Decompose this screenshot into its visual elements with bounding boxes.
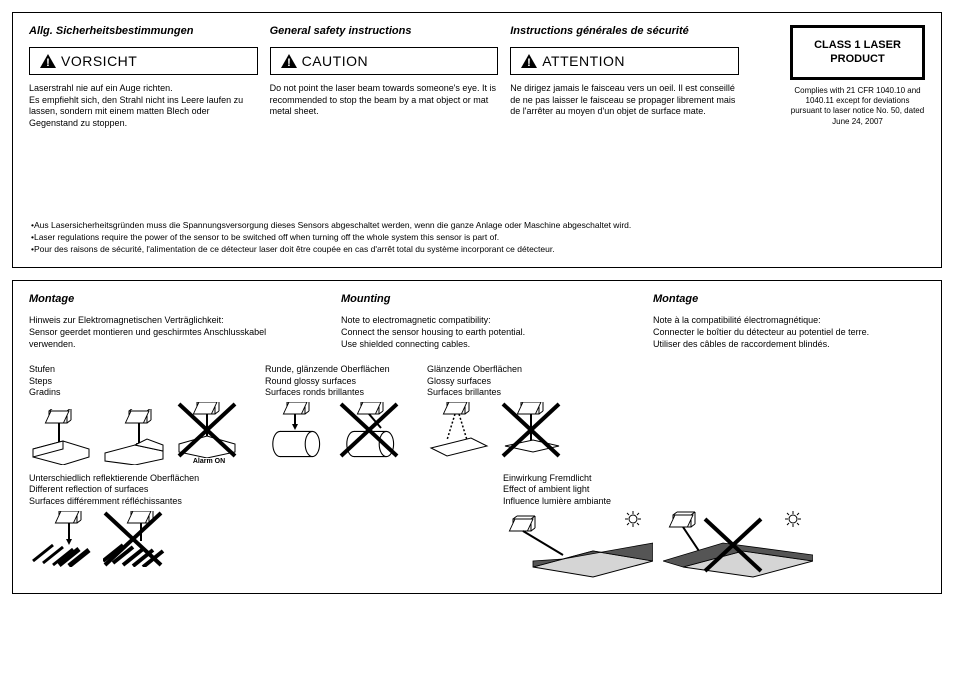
- warning-icon: [281, 54, 297, 68]
- text-de: Laserstrahl nie auf ein Auge richten. Es…: [29, 83, 258, 130]
- warn-label-de: VORSICHT: [61, 53, 137, 69]
- warn-label-en: CAUTION: [302, 53, 369, 69]
- warnbox-fr: ATTENTION: [510, 47, 739, 75]
- warnbox-en: CAUTION: [270, 47, 499, 75]
- mount-text-de: Hinweis zur Elektromagnetischen Verträgl…: [29, 315, 301, 350]
- alarm-on-label: Alarm ON: [177, 458, 241, 465]
- bullet-fr: •Pour des raisons de sécurité, l'aliment…: [29, 244, 925, 256]
- diag-glossy-bad: [501, 402, 565, 458]
- warning-icon: [40, 54, 56, 68]
- col-french: Instructions générales de sécurité ATTEN…: [510, 25, 739, 130]
- mount-col-de: Montage Hinweis zur Elektromagnetischen …: [29, 293, 301, 350]
- mount-text-en: Note to electromagnetic compatibility: C…: [341, 315, 613, 350]
- label-fremd: Einwirkung Fremdlicht Effect of ambient …: [503, 473, 813, 507]
- label-stufen: Stufen Steps Gradins: [29, 364, 241, 398]
- text-fr: Ne dirigez jamais le faisceau vers un oe…: [510, 83, 739, 118]
- heading-de: Allg. Sicherheitsbestimmungen: [29, 25, 258, 37]
- regulation-bullets: •Aus Lasersicherheitsgründen muss die Sp…: [29, 220, 925, 256]
- diag-step-side: [103, 409, 167, 465]
- label-refl: Unterschiedlich reflektierende Oberfläch…: [29, 473, 319, 507]
- diagram-row-2: Unterschiedlich reflektierende Oberfläch…: [29, 473, 925, 581]
- col-english: General safety instructions CAUTION Do n…: [270, 25, 499, 130]
- group-reflection: Unterschiedlich reflektierende Oberfläch…: [29, 473, 319, 567]
- diagram-row-1: Stufen Steps Gradins: [29, 364, 925, 465]
- col-laser: CLASS 1 LASER PRODUCT Complies with 21 C…: [751, 25, 925, 130]
- diag-step-ok: [29, 409, 93, 465]
- warn-label-fr: ATTENTION: [542, 53, 625, 69]
- mount-heading-de: Montage: [29, 293, 301, 305]
- diag-refl-bad: [103, 511, 167, 567]
- mount-text-fr: Note à la compatibilité électromagnétiqu…: [653, 315, 925, 350]
- label-glanz: Glänzende Oberflächen Glossy surfaces Su…: [427, 364, 565, 398]
- text-en: Do not point the laser beam towards some…: [270, 83, 499, 118]
- warnbox-de: VORSICHT: [29, 47, 258, 75]
- heading-fr: Instructions générales de sécurité: [510, 25, 739, 37]
- heading-en: General safety instructions: [270, 25, 499, 37]
- bullet-de: •Aus Lasersicherheitsgründen muss die Sp…: [29, 220, 925, 232]
- diag-ambient-bad: [663, 511, 813, 581]
- mount-heading-en: Mounting: [341, 293, 613, 305]
- diag-cylinder-bad: [339, 402, 403, 458]
- mount-col-en: Mounting Note to electromagnetic compati…: [341, 293, 613, 350]
- safety-columns: Allg. Sicherheitsbestimmungen VORSICHT L…: [29, 25, 925, 130]
- group-runde: Runde, glänzende Oberflächen Round gloss…: [265, 364, 403, 458]
- col-german: Allg. Sicherheitsbestimmungen VORSICHT L…: [29, 25, 258, 130]
- diag-ambient-ok: [503, 511, 653, 581]
- laser-class-box: CLASS 1 LASER PRODUCT: [790, 25, 925, 80]
- diag-refl-ok: [29, 511, 93, 567]
- group-ambient: Einwirkung Fremdlicht Effect of ambient …: [503, 473, 813, 581]
- safety-panel: Allg. Sicherheitsbestimmungen VORSICHT L…: [12, 12, 942, 268]
- diag-step-bad-wrap: Alarm ON: [177, 402, 241, 465]
- group-glanz: Glänzende Oberflächen Glossy surfaces Su…: [427, 364, 565, 458]
- label-runde: Runde, glänzende Oberflächen Round gloss…: [265, 364, 403, 398]
- bullet-en: •Laser regulations require the power of …: [29, 232, 925, 244]
- mount-col-fr: Montage Note à la compatibilité électrom…: [653, 293, 925, 350]
- warning-icon: [521, 54, 537, 68]
- group-stufen: Stufen Steps Gradins: [29, 364, 241, 465]
- mount-heading-fr: Montage: [653, 293, 925, 305]
- diag-cylinder-ok: [265, 402, 329, 458]
- diag-glossy-ok: [427, 402, 491, 458]
- mounting-panel: Montage Hinweis zur Elektromagnetischen …: [12, 280, 942, 594]
- laser-compliance-text: Complies with 21 CFR 1040.10 and 1040.11…: [790, 86, 925, 128]
- diag-step-bad: [177, 402, 241, 458]
- mounting-text-row: Montage Hinweis zur Elektromagnetischen …: [29, 293, 925, 350]
